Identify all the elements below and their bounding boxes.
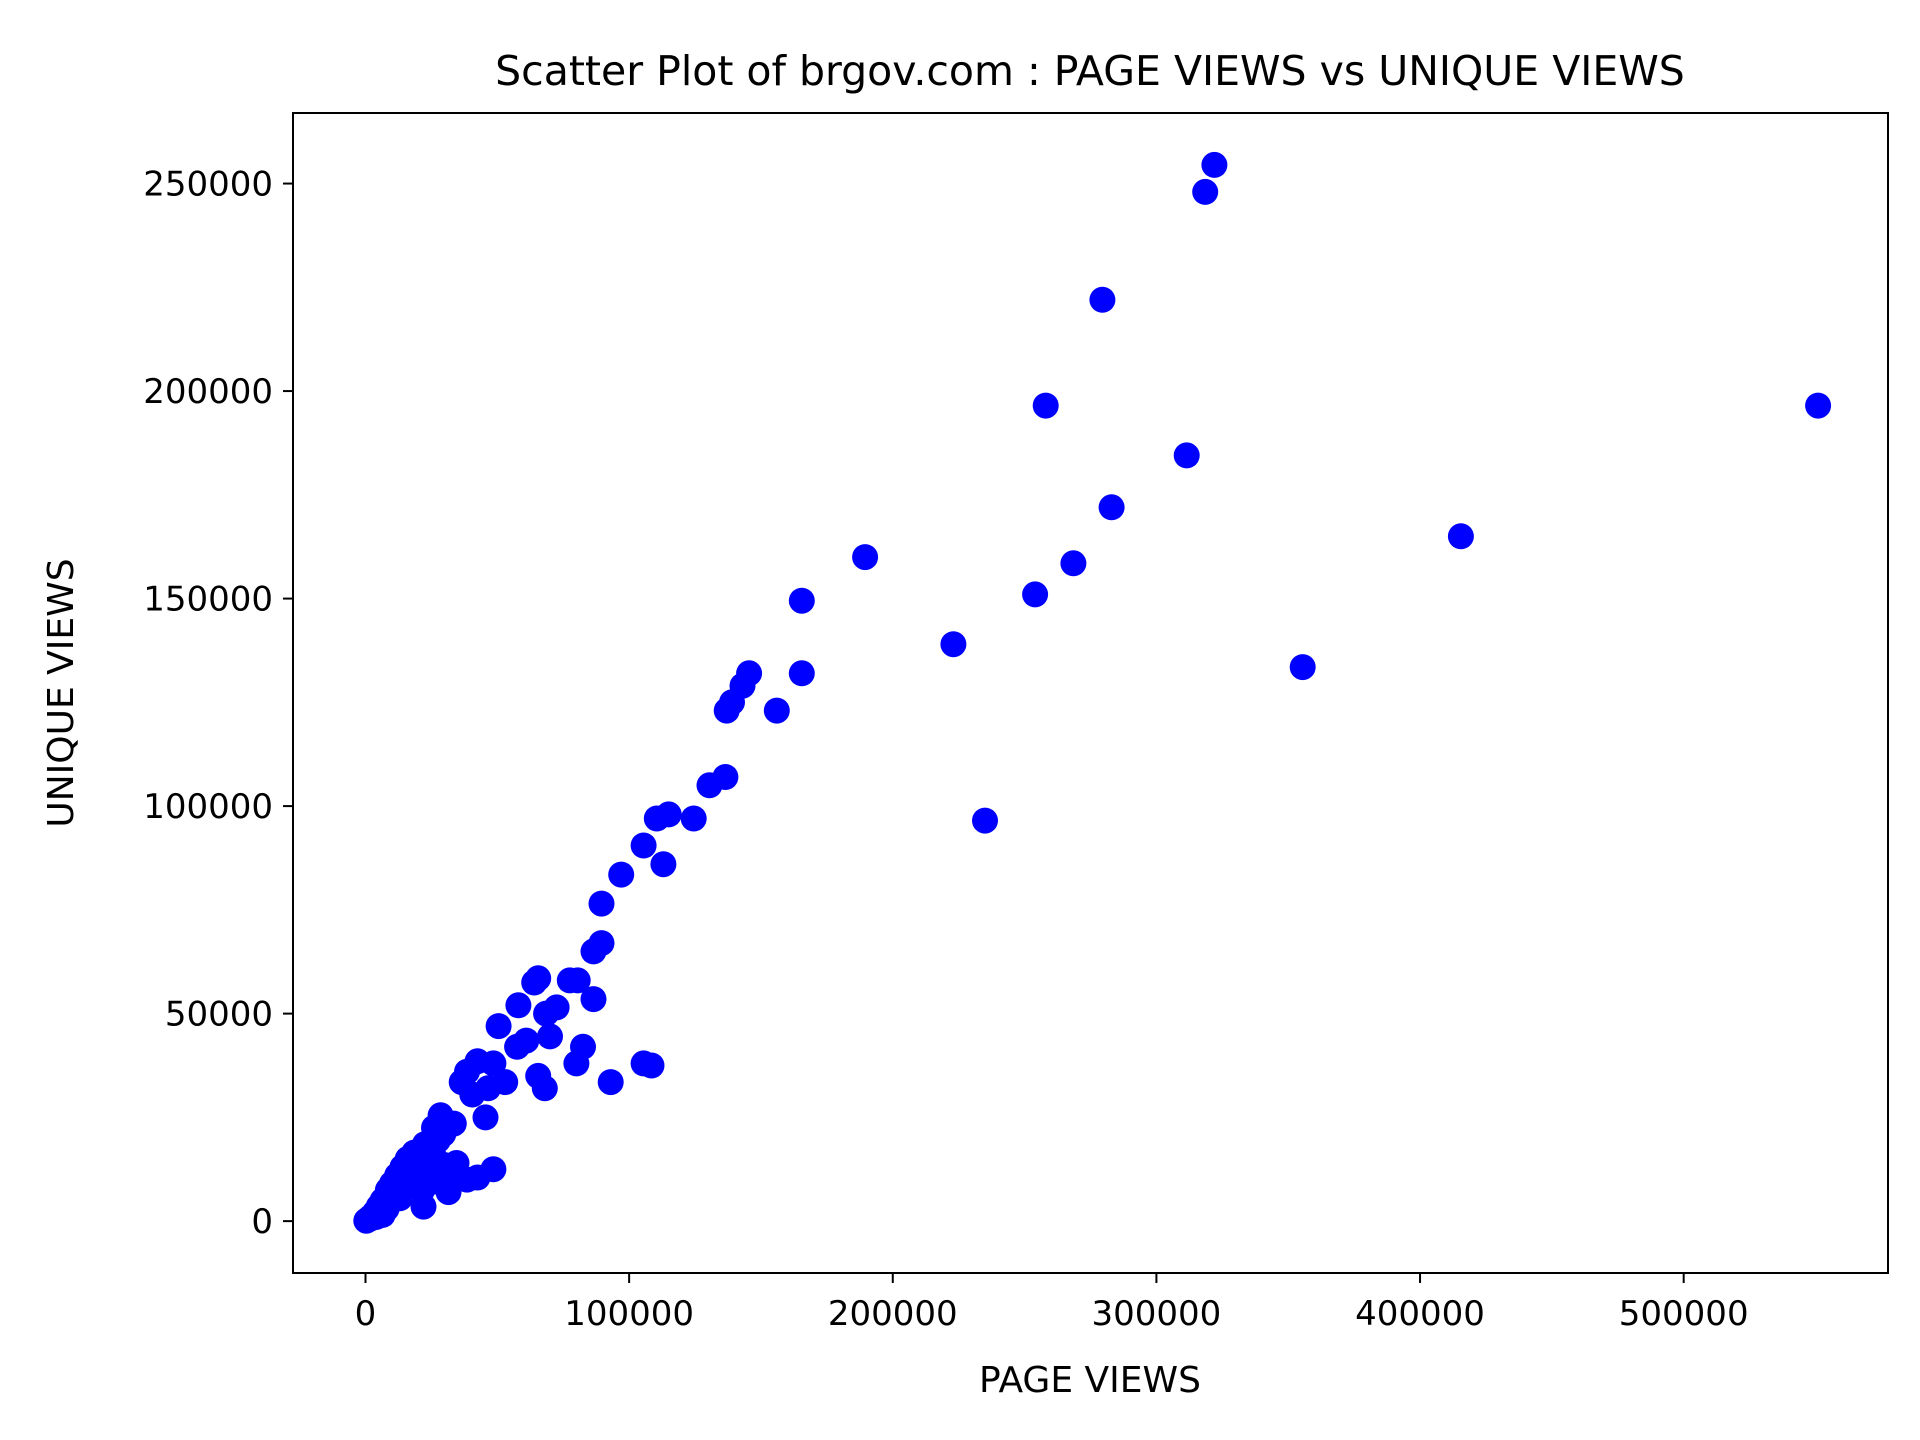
scatter-point <box>638 1052 665 1079</box>
scatter-point <box>363 1204 389 1230</box>
scatter-point <box>472 1104 499 1131</box>
plot-area-frame <box>292 112 1889 1274</box>
scatter-point <box>480 1050 507 1077</box>
scatter-point <box>1032 392 1059 419</box>
y-axis: 0 50000 100000 150000 200000 250000 <box>143 165 293 1242</box>
scatter-point <box>414 1158 441 1185</box>
scatter-point <box>650 851 677 878</box>
points-layer <box>353 151 1832 1234</box>
x-tick-label: 100000 <box>564 1294 694 1334</box>
scatter-point <box>1192 178 1219 205</box>
scatter-point <box>1098 494 1125 521</box>
scatter-point <box>533 1000 560 1027</box>
scatter-point <box>580 986 607 1013</box>
scatter-point <box>788 660 815 687</box>
scatter-point <box>972 807 998 834</box>
scatter-point <box>713 697 740 724</box>
scatter-point <box>563 1050 590 1077</box>
scatter-point <box>521 969 548 996</box>
scatter-point <box>763 697 790 724</box>
scatter-point <box>643 805 670 832</box>
y-tick-label: 200000 <box>143 372 273 412</box>
x-axis: 0 100000 200000 300000 400000 500000 <box>355 1273 1749 1334</box>
y-tick-label: 50000 <box>165 995 273 1035</box>
y-tick-label: 250000 <box>143 165 273 205</box>
scatter-point <box>608 861 635 888</box>
scatter-point <box>788 587 815 614</box>
scatter-point <box>696 772 723 799</box>
scatter-point <box>1805 392 1832 419</box>
x-tick-label: 400000 <box>1355 1294 1485 1334</box>
x-tick-label: 0 <box>355 1294 377 1334</box>
scatter-point <box>485 1013 512 1040</box>
scatter-point <box>410 1193 437 1220</box>
scatter-point <box>505 992 532 1019</box>
scatter-point <box>1022 581 1049 608</box>
scatter-point <box>630 832 657 859</box>
y-tick-label: 150000 <box>143 580 273 620</box>
scatter-point <box>1089 286 1116 313</box>
scatter-point <box>1447 523 1474 550</box>
x-tick-label: 300000 <box>1092 1294 1222 1334</box>
x-axis-title: PAGE VIEWS <box>979 1360 1201 1401</box>
y-axis-title: UNIQUE VIEWS <box>41 558 82 827</box>
scatter-point <box>588 890 615 917</box>
scatter-point <box>1173 442 1200 469</box>
scatter-point <box>1060 550 1087 577</box>
scatter-point <box>531 1075 558 1102</box>
x-tick-label: 500000 <box>1619 1294 1749 1334</box>
scatter-point <box>680 805 707 832</box>
scatter-point <box>940 631 967 658</box>
scatter-point <box>580 938 607 965</box>
chart-title: Scatter Plot of brgov.com : PAGE VIEWS v… <box>495 47 1685 95</box>
scatter-point <box>1289 654 1316 681</box>
scatter-point <box>852 544 879 571</box>
scatter-point <box>425 1127 451 1154</box>
scatter-point <box>597 1069 624 1096</box>
scatter-point <box>504 1033 531 1060</box>
x-tick-label: 200000 <box>828 1294 958 1334</box>
scatter-point <box>537 1023 563 1050</box>
scatter-point <box>447 1164 474 1191</box>
scatter-point <box>1201 151 1228 178</box>
scatter-point <box>564 967 591 994</box>
scatter-point <box>475 1075 502 1102</box>
y-tick-label: 0 <box>251 1202 273 1242</box>
y-tick-label: 100000 <box>143 787 273 827</box>
